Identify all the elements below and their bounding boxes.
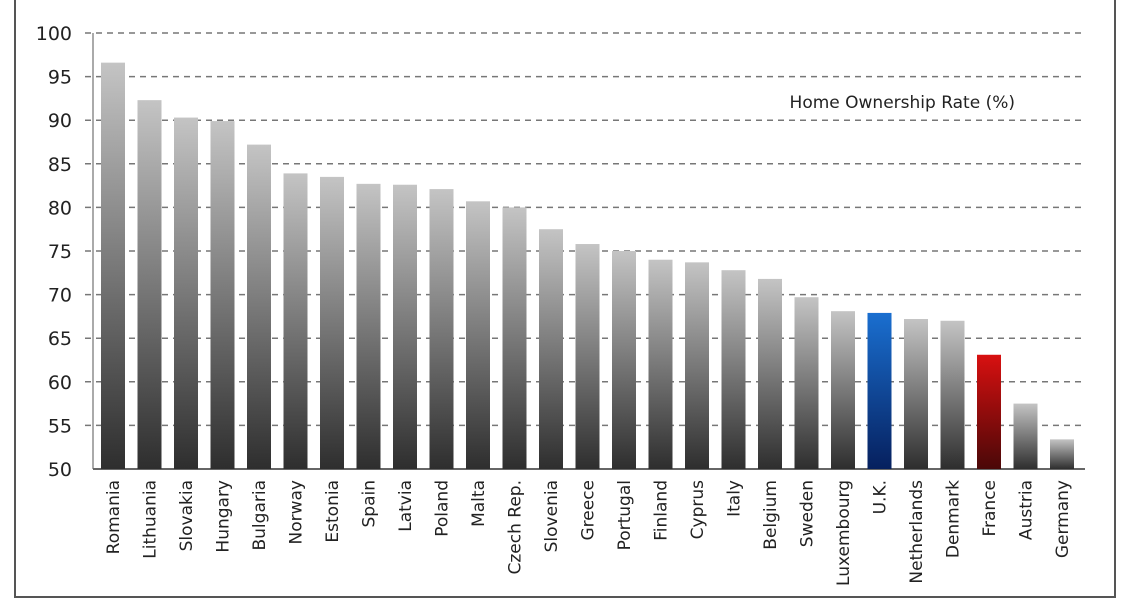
y-tick-label: 95 bbox=[48, 67, 72, 89]
y-tick-label: 50 bbox=[48, 459, 72, 481]
bar-italy bbox=[721, 270, 746, 469]
x-tick-label: Latvia bbox=[396, 480, 416, 532]
bar-hungary bbox=[210, 121, 235, 470]
bar-germany bbox=[1050, 439, 1074, 469]
x-tick-label: Portugal bbox=[615, 480, 635, 550]
bar-norway bbox=[283, 173, 308, 469]
bar-cyprus bbox=[685, 262, 709, 469]
y-tick-label: 80 bbox=[48, 197, 72, 219]
bar-greece bbox=[575, 244, 600, 469]
x-tick-label: Cyprus bbox=[688, 480, 708, 539]
x-tick-label: Luxembourg bbox=[834, 480, 854, 586]
x-tick-label: Norway bbox=[287, 480, 307, 545]
x-tick-label: France bbox=[980, 480, 1000, 537]
y-tick-label: 85 bbox=[48, 154, 72, 176]
x-tick-label: Poland bbox=[433, 480, 453, 537]
x-tick-label: Sweden bbox=[798, 480, 818, 547]
y-tick-label: 70 bbox=[48, 285, 72, 307]
x-tick-label: Lithuania bbox=[141, 480, 161, 559]
x-tick-label: Hungary bbox=[214, 480, 234, 553]
x-tick-label: Netherlands bbox=[907, 480, 927, 584]
bar-slovakia bbox=[174, 117, 198, 470]
bar-portugal bbox=[612, 251, 636, 469]
x-tick-label: Slovenia bbox=[542, 480, 562, 552]
x-tick-label: Finland bbox=[652, 480, 672, 541]
y-tick-label: 90 bbox=[48, 110, 72, 132]
y-tick-label: 75 bbox=[48, 241, 72, 263]
x-tick-label: Estonia bbox=[323, 480, 343, 543]
x-tick-label: Bulgaria bbox=[250, 480, 270, 551]
bar-romania bbox=[101, 62, 125, 469]
y-tick-label: 100 bbox=[36, 23, 72, 45]
bar-france bbox=[977, 354, 1001, 469]
bar-belgium bbox=[758, 278, 782, 469]
bar-finland bbox=[648, 259, 673, 469]
bar-czech-rep bbox=[502, 207, 527, 469]
bar-sweden bbox=[794, 297, 819, 469]
x-tick-label: Malta bbox=[469, 480, 489, 527]
x-tick-label: Germany bbox=[1053, 480, 1073, 558]
bar-malta bbox=[466, 201, 490, 469]
y-tick-label: 55 bbox=[48, 415, 72, 437]
x-tick-label: Denmark bbox=[944, 480, 964, 558]
x-tick-label: Spain bbox=[360, 480, 380, 528]
bar-u-k bbox=[867, 312, 892, 469]
bar-estonia bbox=[320, 176, 344, 469]
bar-denmark bbox=[940, 320, 965, 469]
x-tick-label: Belgium bbox=[761, 480, 781, 550]
y-tick-label: 60 bbox=[48, 372, 72, 394]
y-tick-label: 65 bbox=[48, 328, 72, 350]
x-tick-label: Romania bbox=[104, 480, 124, 554]
chart-title: Home Ownership Rate (%) bbox=[790, 93, 1015, 113]
bar-spain bbox=[356, 183, 381, 469]
bar-slovenia bbox=[539, 229, 563, 469]
x-tick-label: Greece bbox=[579, 480, 599, 541]
bar-bulgaria bbox=[247, 144, 271, 469]
bar-poland bbox=[429, 189, 454, 469]
x-tick-label: Slovakia bbox=[177, 480, 197, 551]
x-tick-label: Italy bbox=[725, 480, 745, 517]
x-tick-label: U.K. bbox=[871, 480, 891, 514]
bar-lithuania bbox=[137, 100, 162, 470]
x-tick-label: Czech Rep. bbox=[506, 480, 526, 574]
bar-austria bbox=[1013, 403, 1038, 469]
bar-netherlands bbox=[904, 319, 928, 469]
bar-latvia bbox=[393, 184, 417, 469]
x-tick-label: Austria bbox=[1017, 480, 1037, 540]
bar-luxembourg bbox=[831, 311, 855, 469]
